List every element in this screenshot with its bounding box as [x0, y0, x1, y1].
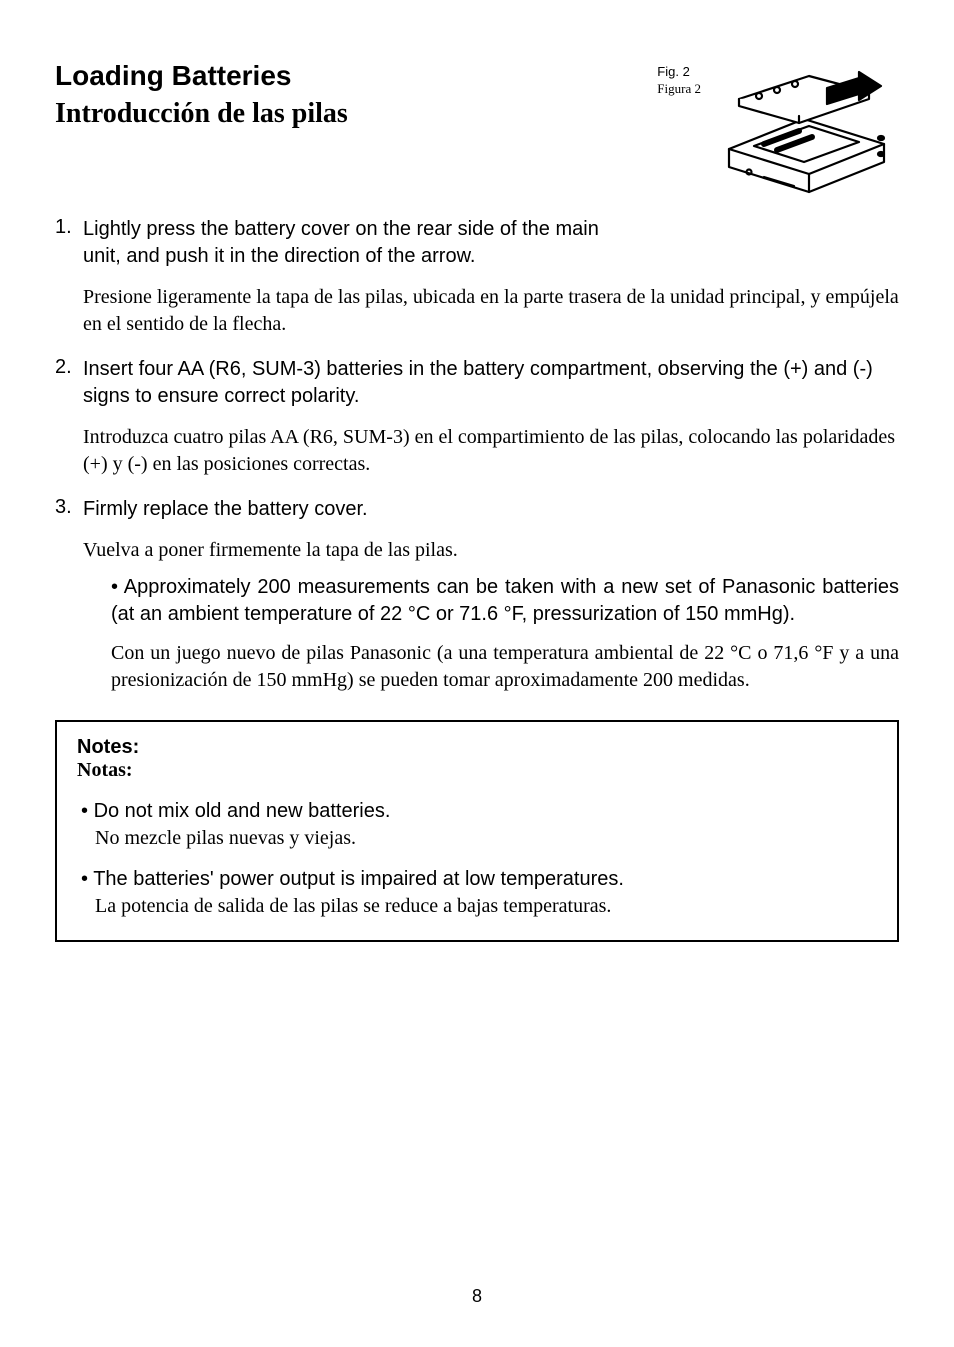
title-es: Introducción de las pilas: [55, 98, 657, 130]
notes-title-en: Notes:: [77, 736, 877, 759]
step-1: Lightly press the battery cover on the r…: [55, 216, 899, 338]
note-item-2: The batteries' power output is impaired …: [77, 866, 877, 920]
page-number: 8: [0, 1286, 954, 1307]
battery-cover-diagram-icon: [709, 64, 899, 194]
bullet-item: Approximately 200 measurements can be ta…: [111, 574, 899, 694]
bullet-es: Con un juego nuevo de pilas Panasonic (a…: [111, 640, 899, 694]
step-3-en: Firmly replace the battery cover.: [83, 496, 899, 523]
note-1-en: Do not mix old and new batteries.: [81, 798, 877, 825]
steps-list: Lightly press the battery cover on the r…: [55, 216, 899, 694]
notes-box: Notes: Notas: Do not mix old and new bat…: [55, 720, 899, 942]
figure-label-es: Figura 2: [657, 81, 701, 98]
figure-labels: Fig. 2 Figura 2: [657, 64, 701, 98]
bullet-block: Approximately 200 measurements can be ta…: [83, 574, 899, 694]
title-block: Loading Batteries Introducción de las pi…: [55, 60, 657, 130]
header-row: Loading Batteries Introducción de las pi…: [55, 60, 899, 194]
step-1-es: Presione ligeramente la tapa de las pila…: [83, 284, 899, 338]
title-en: Loading Batteries: [55, 60, 657, 92]
note-1-es: No mezcle pilas nuevas y viejas.: [81, 825, 877, 852]
figure-block: Fig. 2 Figura 2: [657, 64, 899, 194]
step-1-en: Lightly press the battery cover on the r…: [83, 216, 603, 270]
notes-title-es: Notas:: [77, 759, 877, 782]
step-2: Insert four AA (R6, SUM-3) batteries in …: [55, 356, 899, 478]
note-2-es: La potencia de salida de las pilas se re…: [81, 893, 877, 920]
step-3-es: Vuelva a poner firmemente la tapa de las…: [83, 537, 899, 564]
note-item-1: Do not mix old and new batteries. No mez…: [77, 798, 877, 852]
note-2-en: The batteries' power output is impaired …: [81, 866, 877, 893]
bullet-en: Approximately 200 measurements can be ta…: [111, 574, 899, 628]
step-2-es: Introduzca cuatro pilas AA (R6, SUM-3) e…: [83, 424, 899, 478]
step-3: Firmly replace the battery cover. Vuelva…: [55, 496, 899, 694]
step-2-en: Insert four AA (R6, SUM-3) batteries in …: [83, 356, 899, 410]
figure-label-en: Fig. 2: [657, 64, 701, 81]
